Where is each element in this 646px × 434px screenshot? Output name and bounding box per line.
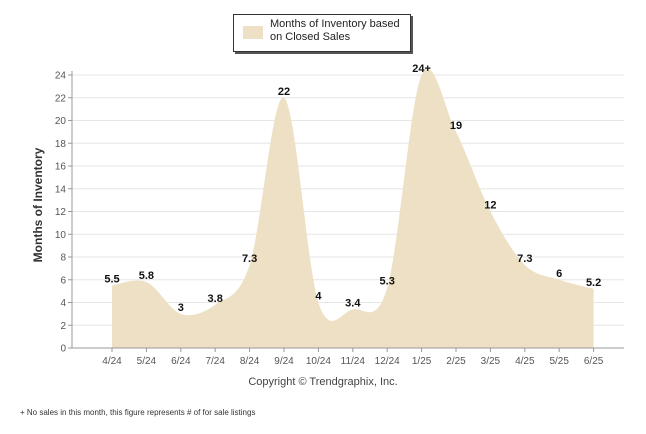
y-tick-label: 24	[55, 71, 67, 82]
y-tick-label: 4	[60, 298, 66, 309]
y-tick-label: 18	[55, 139, 67, 150]
y-tick-label: 6	[60, 275, 66, 286]
x-tick-label: 4/24	[102, 356, 122, 367]
x-tick-label: 10/24	[306, 356, 331, 367]
axes	[71, 71, 624, 349]
data-label: 6	[556, 268, 562, 280]
x-tick-label: 6/25	[584, 356, 604, 367]
legend-label: Months of Inventory based on Closed Sale…	[270, 18, 400, 43]
y-axis-label: Months of Inventory	[31, 147, 45, 262]
y-tick-label: 0	[60, 344, 66, 355]
inventory-area	[112, 68, 594, 348]
data-label: 12	[484, 200, 496, 212]
data-label: 3.8	[208, 293, 223, 305]
data-label: 5.2	[586, 277, 601, 289]
y-tick-label: 14	[55, 184, 67, 195]
copyright-text: Copyright © Trendgraphix, Inc.	[248, 376, 398, 388]
data-label: 3	[178, 302, 184, 314]
x-tick-label: 5/24	[137, 356, 157, 367]
x-tick-label: 7/24	[205, 356, 225, 367]
y-tick-label: 12	[55, 207, 67, 218]
y-tick-label: 8	[60, 253, 66, 264]
y-tick-label: 2	[60, 321, 66, 332]
y-tick-label: 10	[55, 230, 67, 241]
x-tick-label: 11/24	[341, 356, 366, 367]
data-label: 3.4	[345, 297, 361, 309]
legend-swatch	[243, 26, 263, 39]
x-tick-label: 4/25	[515, 356, 535, 367]
legend: Months of Inventory based on Closed Sale…	[233, 14, 411, 52]
y-tick-label: 16	[55, 162, 67, 173]
y-tick-label: 20	[55, 116, 67, 127]
data-label: 22	[278, 86, 290, 98]
footnote: + No sales in this month, this figure re…	[20, 408, 256, 417]
data-label: 5.8	[139, 270, 154, 282]
x-tick-labels: 4/24 5/24 6/24 7/24 8/24 9/24 10/24 11/24 12/24 1…	[102, 348, 604, 367]
x-tick-label: 5/25	[549, 356, 569, 367]
y-tick-label: 22	[55, 93, 67, 104]
data-label: 7.3	[517, 253, 532, 265]
x-tick-label: 12/24	[375, 356, 400, 367]
x-tick-label: 1/25	[412, 356, 432, 367]
data-label: 7.3	[242, 253, 257, 265]
x-tick-label: 9/24	[274, 356, 294, 367]
x-tick-label: 3/25	[481, 356, 501, 367]
x-tick-label: 8/24	[240, 356, 260, 367]
data-label: 4	[315, 291, 322, 303]
data-label: 24+	[412, 63, 431, 75]
x-tick-label: 2/25	[446, 356, 466, 367]
data-label: 19	[450, 120, 462, 132]
data-label: 5.3	[380, 276, 395, 288]
x-tick-label: 6/24	[171, 356, 191, 367]
data-label: 5.5	[104, 273, 119, 285]
data-labels: 5.5 5.8 3 3.8 7.3 22 4 3.4 5.3 24+ 19 12 7.3 6 5.2	[104, 63, 601, 314]
